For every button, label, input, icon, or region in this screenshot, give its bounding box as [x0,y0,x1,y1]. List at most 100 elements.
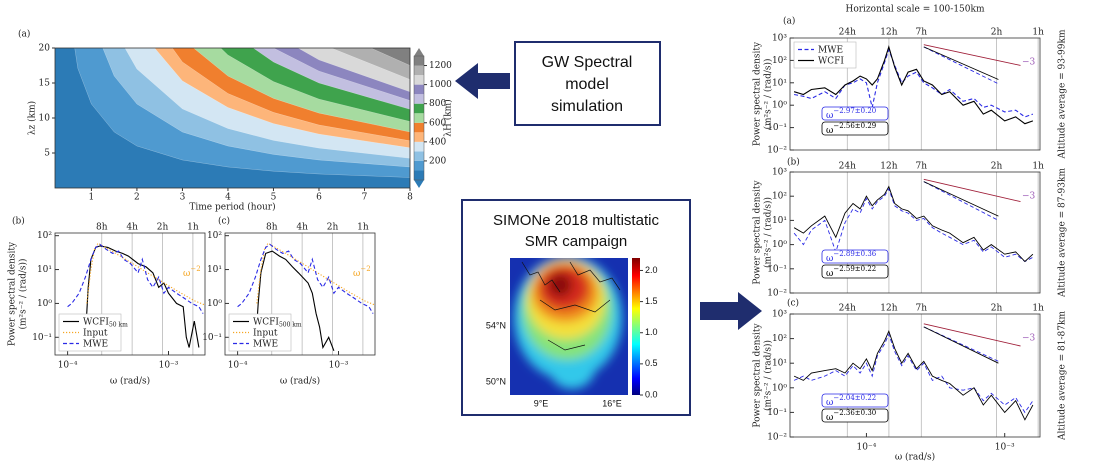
colorbar-tick-label: 400 [429,137,446,147]
panel-label: (b) [12,216,25,227]
y-tick-label: 10⁰ [772,383,787,393]
legend-name: WCFI [818,56,844,66]
annotation-base: ω [353,269,360,279]
top-tick-label: 12h [880,162,897,172]
top-tick-label: 1h [1032,304,1044,314]
lon-label: 9°E [534,398,549,408]
map-blob [548,273,572,297]
panel-label: (c) [787,298,799,309]
colorbar-tick-label: 0.5 [645,358,658,368]
colorbar-segment [414,170,424,180]
top-tick-label: 7h [916,162,928,172]
colorbar-segment [414,94,424,104]
y-axis-label: (m²s⁻² / (rad/s)) [763,340,774,411]
fit-label-base: ω [826,398,833,408]
y-axis-label: Power spectral density [753,180,763,285]
series-line [793,185,1034,263]
panel-label: (a) [18,29,30,40]
fit-label-exp: −2.56±0.29 [833,122,876,130]
legend-name: MWE [83,339,108,349]
y-tick-label: 10⁰ [772,240,787,250]
y-tick-label: 10² [772,192,787,202]
annotation: −3 [1022,334,1036,344]
colorbar-segment [414,103,424,114]
y-axis-label: λz (km) [27,101,38,135]
panel-label: (c) [218,216,230,227]
y-tick-label: 10⁻¹ [202,333,222,343]
contour-band [55,48,410,188]
top-tick-label: 2h [157,223,169,233]
fit-label-box [821,408,889,423]
y-tick-label: 10 [39,114,51,124]
contour-line [252,48,410,110]
series-line [793,45,1034,125]
top-tick-label: 1h [1032,28,1044,38]
arrow-right [700,292,762,330]
y-tick-label: 5 [44,149,50,159]
legend-label: MWE [818,45,843,55]
legend-name: WCFI [253,317,279,327]
fit-label-base: ω [826,111,833,121]
arrow-left [455,63,510,99]
top-tick-label: 7h [916,304,928,314]
fit-label-base: ω [826,254,833,264]
y-tick-label: 10⁻² [767,289,787,299]
y-axis-label: (m²s⁻² / (rad/s)) [18,259,29,330]
legend-label: Input [253,328,278,338]
box-text: SIMONe 2018 multistatic [493,212,659,229]
y-tick-label: 10⁰ [207,299,222,309]
series-line [923,178,1021,203]
annotation-exp: −2 [360,265,370,273]
side-label: Altitude average = 81-87km [1058,311,1068,441]
box-text: simulation [551,98,623,115]
fit-label-box [821,249,889,264]
fit-label: ω−2.36±0.30 [826,409,876,423]
fit-label-box [821,393,889,408]
colorbar-tick-label: 0.0 [645,389,658,399]
legend-name: MWE [253,339,278,349]
colorbar-segment [414,113,424,123]
lat-label: 54°N [486,320,506,330]
chart-title: Horizontal scale = 100-150km [845,5,984,15]
annotation-exp: −2 [190,265,200,273]
fit-label-exp: −2.89±0.36 [833,250,876,258]
colorbar-tick-label: 800 [429,99,446,109]
coastline [521,261,621,351]
x-axis-label: ω (rad/s) [280,376,320,387]
series-line [67,243,204,314]
fit-label: ω−2.56±0.29 [826,122,876,136]
series-line [923,181,999,217]
x-tick-label: 10⁻³ [159,361,179,371]
y-axis-label: Power spectral density [753,41,763,146]
y-tick-label: 10⁻² [767,146,787,156]
colorbar-segment [414,122,424,133]
fit-label-exp: −2.04±0.22 [833,394,876,402]
x-tick-label: 10⁻³ [329,361,349,371]
colorbar-segment [414,56,424,66]
x-axis-label: ω (rad/s) [110,376,150,387]
model-box [514,41,661,126]
fit-label-box [821,121,889,136]
colorbar-tick-label: 1000 [429,80,452,90]
legend-label: MWE [253,339,278,349]
top-tick-label: 2h [991,28,1003,38]
y-axis-label: (m²s⁻² / (rad/s)) [763,197,774,268]
contour-line [74,48,410,178]
side-label: Altitude average = 93-99km [1058,29,1068,159]
colorbar-tick-label: 1.0 [645,327,658,337]
top-tick-label: 24h [839,28,856,38]
panel-label: (a) [783,16,795,27]
fit-label: ω−2.97±0.20 [826,107,876,121]
colorbar-tick-label: 600 [429,118,446,128]
y-tick-label: 20 [39,44,51,54]
x-tick-label: 6 [316,193,322,203]
y-tick-label: 10¹ [772,216,787,226]
series-line [923,46,999,80]
map-field [514,258,622,389]
plot-frame [54,232,206,356]
y-tick-label: 10² [772,56,787,66]
series-line [793,187,1034,263]
x-tick-label: 1 [89,193,95,203]
colorbar-segment [414,141,424,152]
box-text: SMR campaign [525,233,628,250]
